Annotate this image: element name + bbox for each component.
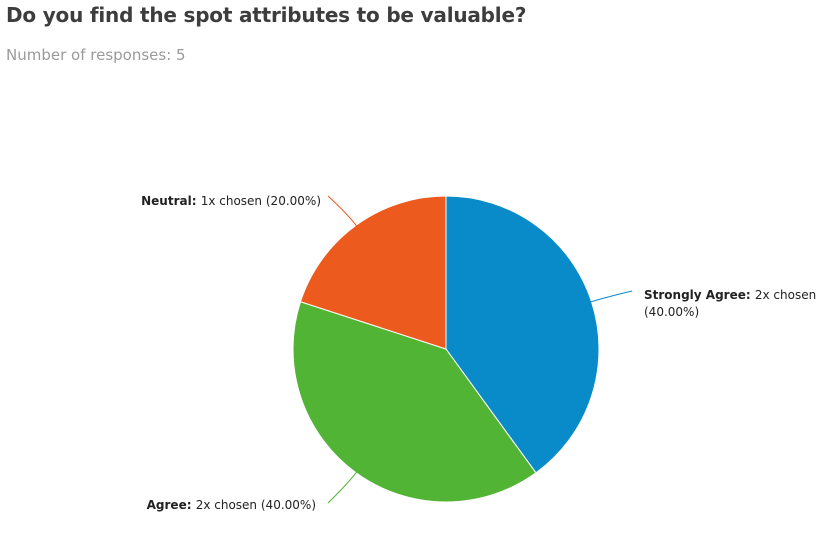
slice-percent: (40.00%)	[644, 305, 699, 319]
slice-name: Neutral	[141, 194, 192, 208]
slice-percent: (40.00%)	[261, 498, 316, 512]
slice-count: 1x chosen	[201, 194, 262, 208]
response-count: Number of responses: 5	[6, 46, 186, 64]
slice-name: Strongly Agree	[644, 288, 746, 302]
pie-slices	[292, 195, 600, 503]
slice-count: 2x chosen	[755, 288, 816, 302]
slice-count: 2x chosen	[196, 498, 257, 512]
leader-lines	[327, 195, 633, 504]
leader-line-neutral	[327, 195, 358, 228]
leader-line-strongly-agree	[589, 290, 633, 303]
slice-percent: (20.00%)	[266, 194, 321, 208]
slice-label-agree: Agree: 2x chosen (40.00%)	[147, 498, 316, 512]
slice-label-strongly-agree: Strongly Agree: 2x chosen (40.00%)	[644, 288, 820, 319]
chart-title: Do you find the spot attributes to be va…	[6, 3, 527, 27]
leader-line-agree	[327, 470, 358, 504]
slice-label-neutral: Neutral: 1x chosen (20.00%)	[141, 194, 321, 208]
slice-name: Agree	[147, 498, 187, 512]
